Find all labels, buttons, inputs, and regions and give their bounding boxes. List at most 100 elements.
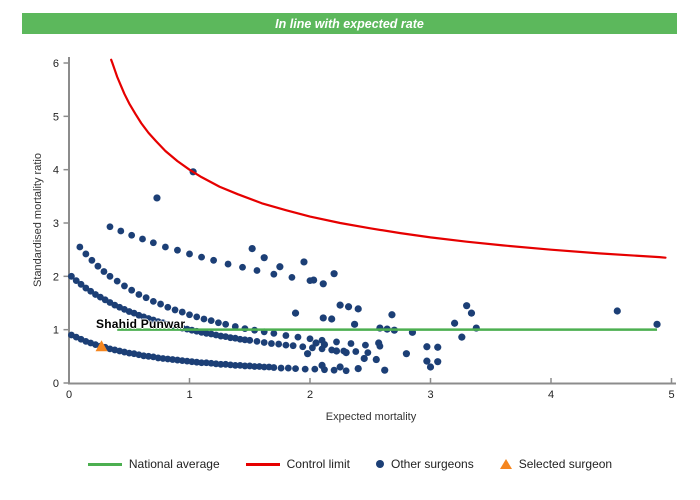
other-surgeon-dot[interactable]: [330, 270, 338, 278]
other-surgeon-dot[interactable]: [458, 333, 466, 341]
other-surgeon-dot[interactable]: [312, 339, 320, 347]
other-surgeon-dot[interactable]: [128, 231, 136, 239]
other-surgeon-dot[interactable]: [82, 284, 90, 292]
other-surgeon-dot[interactable]: [292, 365, 299, 372]
other-surgeon-dot[interactable]: [198, 253, 205, 261]
other-surgeon-dot[interactable]: [100, 268, 108, 275]
other-surgeon-dot[interactable]: [423, 343, 431, 351]
selected-surgeon-triangle[interactable]: [95, 340, 108, 352]
other-surgeon-dot[interactable]: [309, 344, 316, 352]
other-surgeon-dot[interactable]: [268, 340, 275, 347]
other-surgeon-dot[interactable]: [318, 361, 326, 370]
other-surgeon-dot[interactable]: [352, 348, 360, 355]
other-surgeon-dot[interactable]: [164, 303, 172, 311]
other-surgeon-dot[interactable]: [276, 263, 284, 271]
other-surgeon-dot[interactable]: [306, 335, 314, 343]
other-surgeon-dot[interactable]: [434, 358, 442, 366]
other-surgeon-dot[interactable]: [207, 317, 215, 325]
other-surgeon-dot[interactable]: [253, 267, 261, 274]
other-surgeon-dot[interactable]: [117, 227, 125, 235]
other-surgeon-dot[interactable]: [303, 350, 312, 358]
other-surgeon-dot[interactable]: [426, 363, 435, 371]
other-surgeon-dot[interactable]: [332, 347, 341, 355]
other-surgeon-dot[interactable]: [186, 311, 193, 319]
other-surgeon-dot[interactable]: [613, 307, 621, 315]
other-surgeon-dot[interactable]: [248, 245, 256, 253]
other-surgeon-dot[interactable]: [171, 306, 179, 314]
other-surgeon-dot[interactable]: [354, 365, 362, 373]
other-surgeon-dot[interactable]: [200, 315, 208, 323]
other-surgeon-dot[interactable]: [434, 343, 442, 351]
other-surgeon-dot[interactable]: [198, 359, 205, 367]
other-surgeon-dot[interactable]: [347, 340, 355, 347]
other-surgeon-dot[interactable]: [135, 291, 143, 298]
other-surgeon-dot[interactable]: [294, 333, 302, 341]
other-surgeon-dot[interactable]: [260, 254, 268, 262]
other-surgeon-dot[interactable]: [178, 308, 186, 316]
other-surgeon-dot[interactable]: [300, 258, 308, 266]
other-surgeon-dot[interactable]: [87, 287, 95, 295]
other-surgeon-dot[interactable]: [310, 276, 318, 284]
other-surgeon-dot[interactable]: [246, 336, 254, 344]
other-surgeon-dot[interactable]: [402, 350, 410, 358]
other-surgeon-dot[interactable]: [336, 301, 344, 309]
other-surgeon-dot[interactable]: [231, 362, 239, 369]
other-surgeon-dot[interactable]: [153, 194, 161, 202]
other-surgeon-dot[interactable]: [224, 260, 232, 268]
other-surgeon-dot[interactable]: [76, 243, 84, 251]
other-surgeon-dot[interactable]: [289, 342, 297, 350]
other-surgeon-dot[interactable]: [270, 270, 278, 278]
other-surgeon-dot[interactable]: [328, 315, 336, 323]
other-surgeon-dot[interactable]: [319, 280, 327, 288]
other-surgeon-dot[interactable]: [362, 341, 369, 349]
other-surgeon-dot[interactable]: [463, 302, 471, 310]
other-surgeon-dot[interactable]: [275, 340, 283, 348]
other-surgeon-dot[interactable]: [121, 282, 128, 290]
other-surgeon-dot[interactable]: [282, 341, 290, 349]
other-surgeon-dot[interactable]: [210, 256, 218, 264]
other-surgeon-dot[interactable]: [251, 363, 258, 370]
other-surgeon-dot[interactable]: [284, 364, 292, 372]
other-surgeon-dot[interactable]: [215, 319, 222, 327]
other-surgeon-dot[interactable]: [157, 300, 164, 308]
other-surgeon-dot[interactable]: [282, 332, 290, 339]
other-surgeon-dot[interactable]: [342, 349, 350, 357]
other-surgeon-dot[interactable]: [330, 366, 338, 374]
other-surgeon-dot[interactable]: [364, 349, 372, 356]
other-surgeon-dot[interactable]: [82, 250, 90, 258]
other-surgeon-dot[interactable]: [336, 363, 344, 371]
other-surgeon-dot[interactable]: [94, 262, 102, 270]
other-surgeon-dot[interactable]: [423, 357, 431, 365]
other-surgeon-dot[interactable]: [217, 360, 225, 368]
other-surgeon-dot[interactable]: [162, 243, 169, 251]
other-surgeon-dot[interactable]: [106, 223, 114, 231]
other-surgeon-dot[interactable]: [88, 256, 96, 264]
other-surgeon-dot[interactable]: [388, 311, 396, 319]
other-surgeon-dot[interactable]: [142, 294, 150, 302]
other-surgeon-dot[interactable]: [149, 239, 157, 247]
other-surgeon-dot[interactable]: [381, 366, 389, 374]
other-surgeon-dot[interactable]: [260, 339, 268, 346]
other-surgeon-dot[interactable]: [128, 286, 136, 294]
other-surgeon-dot[interactable]: [372, 355, 380, 364]
other-surgeon-dot[interactable]: [241, 362, 249, 370]
other-surgeon-dot[interactable]: [342, 367, 350, 375]
other-surgeon-dot[interactable]: [354, 305, 362, 313]
other-surgeon-dot[interactable]: [288, 274, 296, 281]
other-surgeon-dot[interactable]: [186, 250, 193, 258]
other-surgeon-dot[interactable]: [311, 365, 319, 373]
other-surgeon-dot[interactable]: [253, 338, 261, 345]
other-surgeon-dot[interactable]: [72, 277, 80, 285]
other-surgeon-dot[interactable]: [77, 280, 85, 288]
other-surgeon-dot[interactable]: [299, 343, 307, 351]
other-surgeon-dot[interactable]: [301, 365, 309, 373]
other-surgeon-dot[interactable]: [360, 354, 368, 363]
other-surgeon-dot[interactable]: [106, 272, 114, 280]
other-surgeon-dot[interactable]: [270, 330, 278, 337]
other-surgeon-dot[interactable]: [291, 309, 300, 317]
other-surgeon-dot[interactable]: [320, 341, 329, 349]
other-surgeon-dot[interactable]: [113, 277, 121, 285]
other-surgeon-dot[interactable]: [350, 320, 359, 328]
other-surgeon-dot[interactable]: [333, 338, 340, 346]
other-surgeon-dot[interactable]: [344, 303, 353, 311]
